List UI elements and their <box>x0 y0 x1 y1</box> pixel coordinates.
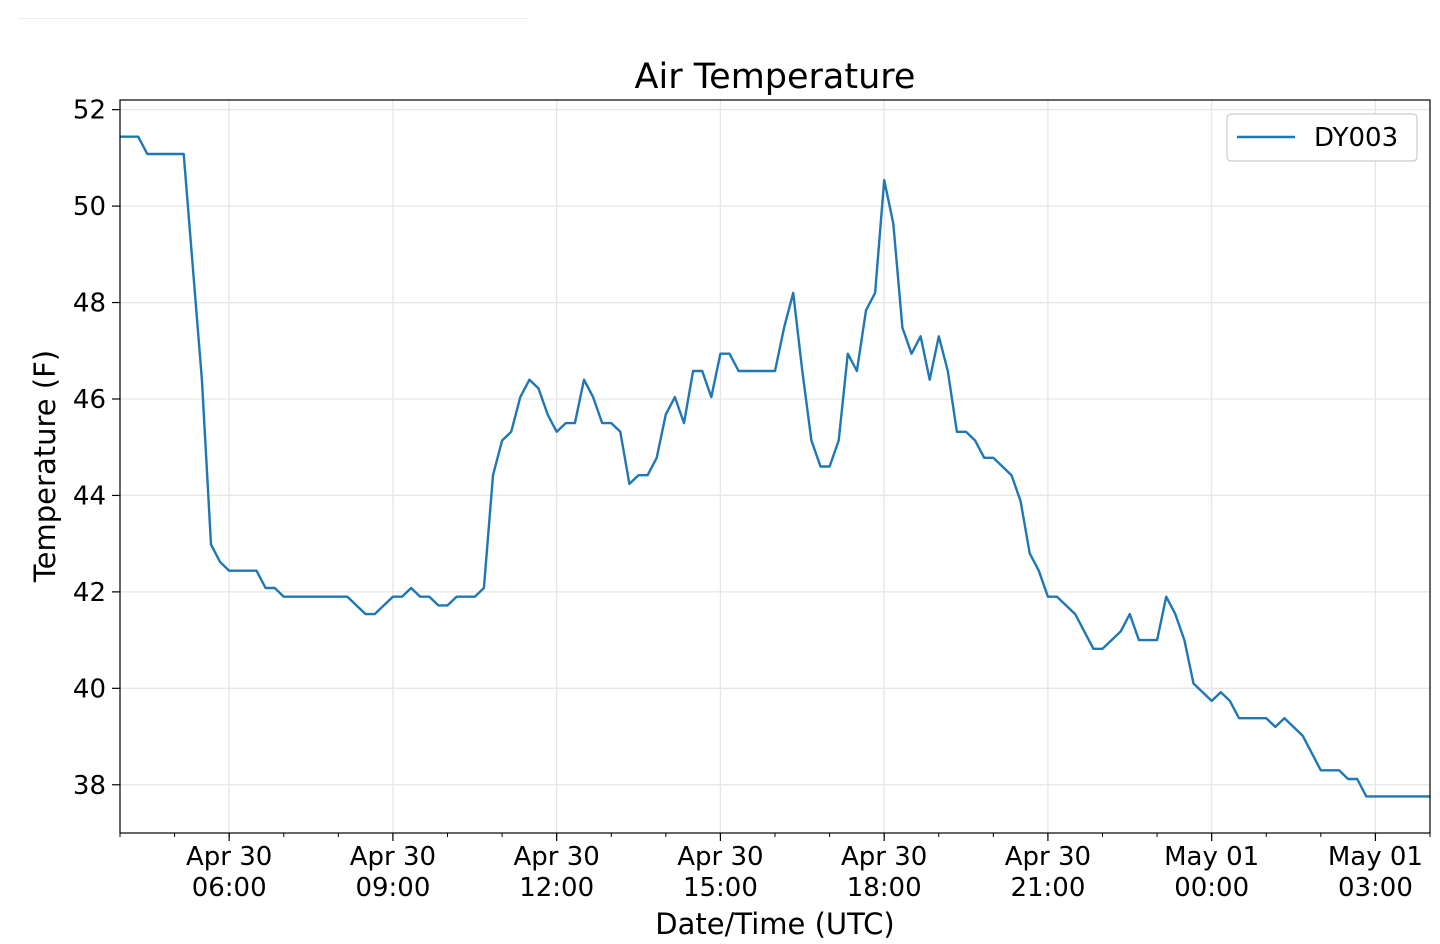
x-tick-label: May 01 03:00 <box>1328 842 1423 903</box>
y-tick-label: 52 <box>73 96 106 126</box>
y-tick-label: 40 <box>73 674 106 704</box>
y-tick-label: 46 <box>73 385 106 415</box>
top-divider <box>18 18 528 19</box>
x-tick-label: Apr 30 06:00 <box>186 842 272 903</box>
chart-title: Air Temperature <box>635 57 916 97</box>
legend-label-dy003: DY003 <box>1314 123 1398 153</box>
y-tick-label: 44 <box>73 481 106 511</box>
y-tick-label: 42 <box>73 578 106 608</box>
grid <box>120 100 1430 833</box>
x-axis: Apr 30 06:00 Apr 30 09:00 Apr 30 12:00 Apr 30 1… <box>119 833 1431 903</box>
x-tick-label: Apr 30 09:00 <box>350 842 436 903</box>
x-tick-label: Apr 30 12:00 <box>514 842 600 903</box>
x-tick-label: May 01 00:00 <box>1164 842 1259 903</box>
plot-frame <box>119 99 1431 834</box>
y-tick-label: 48 <box>73 289 106 319</box>
y-axis: 38 40 42 44 46 48 50 52 <box>73 96 120 801</box>
legend: DY003 <box>1226 113 1418 162</box>
x-axis-label: Date/Time (UTC) <box>655 907 894 941</box>
y-tick-label: 50 <box>73 192 106 222</box>
legend-box <box>1226 113 1418 162</box>
x-tick-label: Apr 30 21:00 <box>1005 842 1091 903</box>
x-tick-label: Apr 30 15:00 <box>677 842 763 903</box>
series-line-dy003 <box>120 135 1430 798</box>
x-tick-label: Apr 30 18:00 <box>841 842 927 903</box>
y-tick-label: 38 <box>73 771 106 801</box>
y-axis-label: Temperature (F) <box>28 350 62 583</box>
